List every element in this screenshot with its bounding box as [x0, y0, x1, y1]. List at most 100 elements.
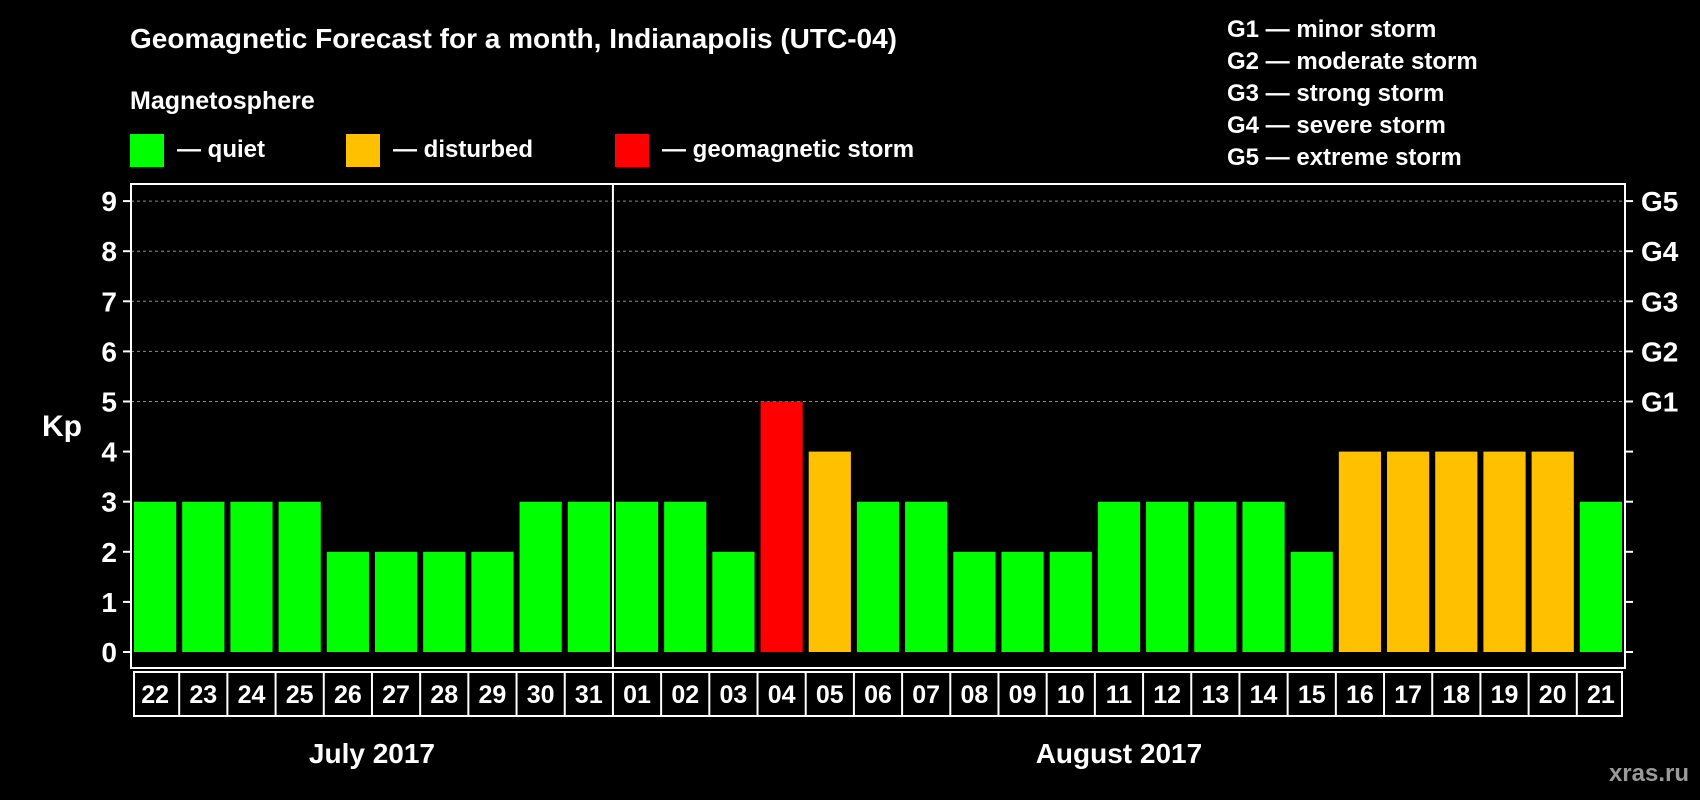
x-tick-label-05: 05: [816, 681, 844, 709]
storm-scale-g3: G3 — strong storm: [1227, 80, 1444, 107]
bar-day-29: [471, 551, 514, 652]
legend-label-quiet: — quiet: [177, 136, 265, 163]
month-label-july: July 2017: [309, 738, 435, 769]
x-tick-label-18: 18: [1442, 681, 1470, 709]
x-tick-label-13: 13: [1201, 681, 1229, 709]
bar-day-18: [1435, 451, 1478, 652]
bar-day-27: [374, 551, 418, 652]
y-tick-label: 3: [101, 487, 117, 518]
bar-day-16: [1338, 451, 1382, 652]
x-tick-label-25: 25: [286, 681, 314, 709]
x-tick-label-01: 01: [623, 681, 651, 709]
x-tick-label-02: 02: [671, 681, 699, 709]
bar-day-31: [567, 501, 610, 652]
x-tick-label-17: 17: [1394, 681, 1422, 709]
bar-day-14: [1242, 501, 1285, 652]
bar-day-05: [808, 451, 851, 652]
legend-swatch-storm: [615, 134, 649, 167]
watermark: xras.ru: [1609, 760, 1689, 787]
y-tick-label: 4: [101, 437, 117, 468]
legend-swatch-quiet: [130, 134, 164, 167]
x-tick-label-31: 31: [575, 681, 603, 709]
bar-day-21: [1579, 501, 1622, 652]
x-tick-label-21: 21: [1587, 681, 1615, 709]
x-tick-label-16: 16: [1346, 681, 1374, 709]
bar-day-03: [712, 551, 755, 652]
x-tick-label-27: 27: [382, 681, 410, 709]
x-tick-label-10: 10: [1057, 681, 1085, 709]
bar-day-07: [905, 501, 948, 652]
right-tick-label-g5: G5: [1641, 186, 1678, 217]
bar-day-30: [519, 501, 562, 652]
bar-day-02: [664, 501, 707, 652]
bar-day-09: [1001, 551, 1044, 652]
bar-day-19: [1483, 451, 1526, 652]
x-tick-label-20: 20: [1539, 681, 1567, 709]
storm-scale-legend: G1 — minor storm G2 — moderate storm G3 …: [1227, 16, 1478, 171]
storm-scale-g4: G4 — severe storm: [1227, 112, 1446, 139]
bar-day-13: [1194, 501, 1237, 652]
legend: — quiet — disturbed — geomagnetic storm: [130, 134, 914, 167]
legend-swatch-disturbed: [346, 134, 380, 167]
category-label-frame: [133, 671, 1623, 717]
x-tick-label-08: 08: [960, 681, 988, 709]
bar-day-28: [423, 551, 466, 652]
x-tick-label-06: 06: [864, 681, 892, 709]
x-tick-label-28: 28: [430, 681, 458, 709]
storm-scale-g1: G1 — minor storm: [1227, 16, 1436, 43]
bar-day-24: [230, 501, 273, 652]
y-tick-label: 1: [101, 587, 117, 618]
x-tick-label-26: 26: [334, 681, 362, 709]
storm-scale-g5: G5 — extreme storm: [1227, 144, 1462, 171]
bar-day-04: [760, 401, 803, 652]
legend-label-storm: — geomagnetic storm: [662, 136, 914, 163]
x-tick-label-23: 23: [189, 681, 217, 709]
bar-day-17: [1387, 451, 1430, 652]
x-tick-label-14: 14: [1250, 681, 1278, 709]
legend-subtitle: Magnetosphere: [130, 87, 315, 115]
x-tick-label-15: 15: [1298, 681, 1326, 709]
y-tick-label: 2: [101, 537, 117, 568]
bar-day-20: [1531, 451, 1574, 652]
storm-scale-g2: G2 — moderate storm: [1227, 48, 1478, 75]
x-tick-label-29: 29: [479, 681, 507, 709]
bar-day-01: [615, 501, 659, 652]
x-tick-label-30: 30: [527, 681, 555, 709]
y-tick-label: 7: [101, 286, 117, 317]
bar-day-08: [953, 551, 996, 652]
x-tick-label-11: 11: [1106, 681, 1133, 709]
x-tick-label-03: 03: [720, 681, 748, 709]
bar-day-06: [856, 501, 900, 652]
right-tick-label-g3: G3: [1641, 286, 1678, 317]
bar-day-12: [1146, 501, 1189, 652]
bar-day-11: [1097, 501, 1141, 652]
chart-title: Geomagnetic Forecast for a month, Indian…: [130, 23, 897, 54]
right-tick-label-g1: G1: [1641, 387, 1678, 418]
y-tick-label: 5: [101, 387, 117, 418]
right-tick-label-g4: G4: [1641, 236, 1679, 267]
bar-day-25: [278, 501, 321, 652]
x-tick-label-19: 19: [1491, 681, 1519, 709]
x-tick-label-04: 04: [768, 681, 796, 709]
x-tick-label-22: 22: [141, 681, 169, 709]
bar-day-23: [182, 501, 225, 652]
y-tick-label: 0: [101, 637, 117, 668]
x-tick-label-09: 09: [1009, 681, 1037, 709]
bar-day-22: [134, 501, 177, 652]
y-tick-label: 8: [101, 236, 117, 267]
bar-day-26: [326, 551, 369, 652]
y-axis-label: Kp: [42, 410, 82, 443]
x-tick-label-12: 12: [1153, 681, 1181, 709]
legend-label-disturbed: — disturbed: [393, 136, 533, 163]
right-tick-label-g2: G2: [1641, 336, 1678, 367]
plot-frame: [130, 183, 1626, 669]
x-tick-label-24: 24: [238, 681, 266, 709]
bar-day-15: [1290, 551, 1333, 652]
x-tick-label-07: 07: [912, 681, 940, 709]
month-label-august: August 2017: [1036, 738, 1203, 769]
y-tick-label: 6: [101, 336, 117, 367]
bar-day-10: [1049, 551, 1092, 652]
y-tick-label: 9: [101, 186, 117, 217]
